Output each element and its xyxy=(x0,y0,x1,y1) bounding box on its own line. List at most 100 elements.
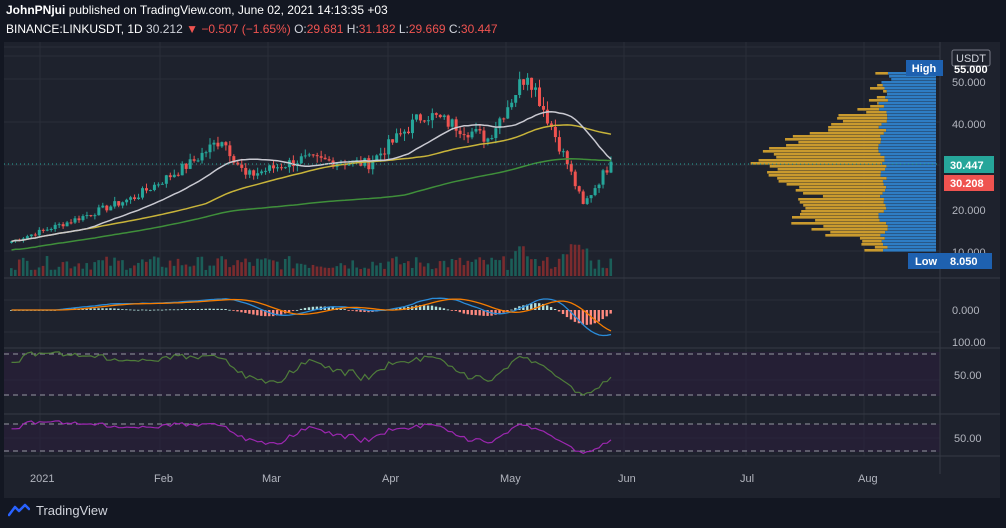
tradingview-logo[interactable]: TradingView xyxy=(8,500,108,520)
profile-value-area xyxy=(878,216,936,219)
volume-bar xyxy=(144,261,148,276)
profile-value-area xyxy=(878,144,936,147)
volume-bar xyxy=(224,259,227,276)
volume-bar xyxy=(256,258,259,276)
macd-histogram-bar xyxy=(295,309,299,311)
candle-body xyxy=(93,215,97,217)
candle-body xyxy=(450,119,454,127)
macd-histogram-bar xyxy=(434,306,438,310)
macd-histogram-bar xyxy=(144,309,148,311)
profile-value-area xyxy=(880,153,936,156)
currency-badge[interactable] xyxy=(951,49,991,67)
candle-body xyxy=(168,175,172,178)
macd-histogram-bar xyxy=(482,310,485,316)
volume-bar xyxy=(355,267,358,276)
candle-body xyxy=(105,205,109,211)
volume-bar xyxy=(89,269,92,276)
candle-body xyxy=(426,120,430,122)
time-tick-jul: Jul xyxy=(740,473,754,485)
candle-body xyxy=(208,144,212,153)
volume-bar xyxy=(212,265,216,276)
price-chart[interactable]: USDT 50.000 40.000 20.000 10.000 High 55… xyxy=(4,42,1000,498)
volume-bar xyxy=(474,259,478,276)
profile-value-area xyxy=(881,240,936,243)
profile-value-area xyxy=(882,84,936,87)
macd-histogram-bar xyxy=(526,304,529,310)
profile-bar xyxy=(803,204,886,207)
macd-histogram-bar xyxy=(129,309,132,311)
low-value: 8.050 xyxy=(950,256,978,268)
volume-bar xyxy=(268,259,271,276)
macd-histogram-bar xyxy=(593,310,596,324)
profile-value-area xyxy=(878,102,936,105)
chart-area[interactable]: USDT 50.000 40.000 20.000 10.000 High 55… xyxy=(4,42,1000,498)
volume-bar xyxy=(534,258,537,276)
profile-bar xyxy=(801,210,884,213)
candle-body xyxy=(37,229,41,236)
ohlc-close-key: C: xyxy=(448,22,461,36)
profile-bar xyxy=(830,231,886,234)
macd-histogram-bar xyxy=(275,310,279,316)
candle-body xyxy=(522,79,526,85)
volume-bar xyxy=(422,266,426,276)
macd-histogram-bar xyxy=(260,310,263,316)
macd-histogram-bar xyxy=(545,305,549,310)
volume-bar xyxy=(192,265,196,276)
volume-bar xyxy=(93,262,96,276)
macd-histogram-bar xyxy=(141,309,144,311)
profile-bar xyxy=(859,237,885,240)
candle-body xyxy=(180,163,184,176)
macd-histogram-bar xyxy=(176,309,180,311)
profile-bar xyxy=(877,84,883,87)
volume-bar xyxy=(418,262,422,276)
profile-bar xyxy=(828,126,879,129)
candle-body xyxy=(434,113,438,115)
macd-histogram-bar xyxy=(180,309,184,310)
profile-bar xyxy=(842,120,887,123)
profile-bar xyxy=(791,222,887,225)
ohlc-open: 29.681 xyxy=(306,22,344,36)
volume-bar xyxy=(371,261,374,276)
profile-value-area xyxy=(879,219,936,222)
volume-bar xyxy=(549,268,553,276)
macd-histogram-bar xyxy=(172,309,176,311)
profile-value-area xyxy=(880,174,936,177)
macd-histogram-bar xyxy=(204,308,207,310)
ohlc-low-key: L: xyxy=(398,22,409,36)
candle-body xyxy=(307,154,311,156)
macd-histogram-bar xyxy=(418,305,422,310)
volume-bar xyxy=(339,263,343,276)
profile-bar xyxy=(778,180,883,183)
volume-bar xyxy=(69,268,73,276)
rsi1-band xyxy=(4,352,940,396)
macd-histogram-bar xyxy=(363,310,366,312)
macd-histogram-bar xyxy=(121,309,124,310)
volume-bar xyxy=(609,258,613,276)
profile-bar xyxy=(870,87,885,90)
volume-bar xyxy=(176,258,180,276)
macd-histogram-bar xyxy=(188,308,192,310)
macd-histogram-bar xyxy=(530,303,533,310)
volume-profile xyxy=(750,72,936,252)
candle-body xyxy=(446,115,450,127)
candle-body xyxy=(569,164,573,172)
profile-value-area xyxy=(885,189,936,192)
macd-histogram-bar xyxy=(355,310,358,312)
macd-histogram-bar xyxy=(156,309,160,311)
volume-bar xyxy=(379,262,382,276)
profile-value-area xyxy=(880,195,936,198)
symbol-line: BINANCE:LINKUSDT, 1D 30.212 ▼ −0.507 (−1… xyxy=(6,22,498,36)
profile-bar xyxy=(857,108,880,111)
moving-averages xyxy=(11,110,612,251)
macd-histogram-bar xyxy=(216,308,219,310)
volume-bar xyxy=(514,251,517,276)
profile-value-area xyxy=(885,204,936,207)
price-tick-40: 40.000 xyxy=(952,119,986,131)
macd-histogram-bar xyxy=(85,308,88,310)
profile-bar xyxy=(874,246,888,249)
volume-bar xyxy=(494,259,497,276)
candle-body xyxy=(61,224,65,227)
volume-bar xyxy=(29,269,33,276)
candle-body xyxy=(478,129,482,131)
macd-histogram-bar xyxy=(327,306,330,310)
